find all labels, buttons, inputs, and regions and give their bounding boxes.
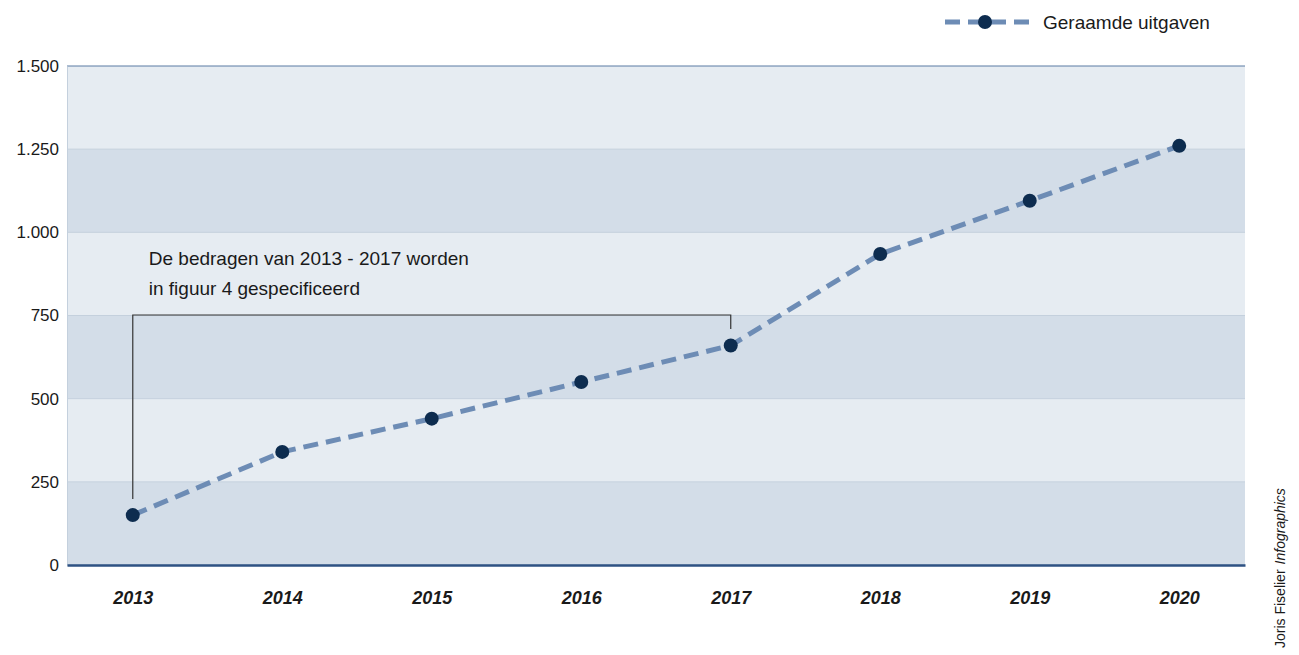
y-tick-label: 500 bbox=[31, 390, 59, 409]
data-point bbox=[574, 375, 588, 389]
data-point bbox=[1023, 194, 1037, 208]
x-tick-label: 2016 bbox=[561, 588, 603, 608]
data-point bbox=[275, 445, 289, 459]
legend-marker bbox=[978, 15, 992, 29]
grid bbox=[67, 66, 1245, 565]
credit-part: Joris Fiselier bbox=[1272, 569, 1288, 648]
x-tick-label: 2019 bbox=[1009, 588, 1050, 608]
grid-line bbox=[67, 66, 1245, 67]
data-point bbox=[425, 412, 439, 426]
x-axis: 2013 2014 2015 2016 2017 2018 2019 2020 bbox=[68, 565, 1246, 608]
grid-line bbox=[67, 565, 1245, 566]
legend: Geraamde uitgaven bbox=[945, 12, 1210, 33]
y-tick: 1.000 bbox=[16, 223, 67, 242]
grid-band bbox=[67, 149, 1245, 232]
credit: Joris Fiselier Infographics bbox=[1272, 488, 1288, 648]
y-tick-label: 750 bbox=[31, 306, 59, 325]
grid-band bbox=[67, 66, 1245, 149]
data-point bbox=[126, 508, 140, 522]
y-tick: 500 bbox=[31, 390, 67, 409]
grid-line bbox=[67, 398, 1245, 399]
y-tick: 1.250 bbox=[16, 140, 67, 159]
data-point bbox=[873, 247, 887, 261]
y-axis: 0 250 500 750 1.000 1.250 1.500 bbox=[16, 57, 67, 575]
grid-line bbox=[67, 149, 1245, 150]
x-tick: 2015 bbox=[411, 565, 453, 608]
x-tick: 2019 bbox=[1009, 565, 1050, 608]
x-tick: 2016 bbox=[561, 565, 603, 608]
grid-band bbox=[67, 232, 1245, 315]
grid-band bbox=[67, 482, 1245, 565]
x-tick: 2020 bbox=[1159, 565, 1200, 608]
x-tick: 2018 bbox=[860, 565, 901, 608]
series-line bbox=[133, 146, 1179, 515]
x-tick-label: 2013 bbox=[112, 588, 153, 608]
legend-label: Geraamde uitgaven bbox=[1043, 12, 1210, 33]
y-tick-label: 0 bbox=[50, 556, 59, 575]
x-tick-label: 2017 bbox=[710, 588, 752, 608]
x-tick-label: 2015 bbox=[411, 588, 453, 608]
y-tick: 250 bbox=[31, 473, 67, 492]
x-tick: 2013 bbox=[112, 565, 153, 608]
x-tick: 2017 bbox=[710, 565, 752, 608]
x-tick-label: 2018 bbox=[860, 588, 901, 608]
annotation: De bedragen van 2013 - 2017 worden in fig… bbox=[133, 248, 731, 499]
y-tick-label: 1.000 bbox=[16, 223, 59, 242]
annotation-text: in figuur 4 gespecificeerd bbox=[149, 278, 360, 299]
annotation-bracket bbox=[133, 315, 731, 499]
y-tick: 750 bbox=[31, 306, 67, 325]
y-tick-label: 1.500 bbox=[16, 57, 59, 76]
credit-part: Infographics bbox=[1272, 488, 1288, 564]
grid-line bbox=[67, 232, 1245, 233]
data-point bbox=[1172, 139, 1186, 153]
y-tick-label: 250 bbox=[31, 473, 59, 492]
y-axis-line bbox=[67, 67, 68, 566]
x-tick-label: 2020 bbox=[1159, 588, 1200, 608]
x-axis-line bbox=[68, 564, 1246, 567]
y-tick-label: 1.250 bbox=[16, 140, 59, 159]
x-tick: 2014 bbox=[262, 565, 303, 608]
grid-line bbox=[67, 481, 1245, 482]
y-tick: 0 bbox=[50, 556, 67, 575]
x-tick-label: 2014 bbox=[262, 588, 303, 608]
data-point bbox=[724, 338, 738, 352]
y-tick: 1.500 bbox=[16, 57, 67, 76]
annotation-text: De bedragen van 2013 - 2017 worden bbox=[149, 248, 469, 269]
chart: 02505007501.0001.2501.500201320142015201… bbox=[0, 0, 1299, 655]
plot-area bbox=[126, 139, 1186, 522]
grid-band bbox=[67, 316, 1245, 399]
